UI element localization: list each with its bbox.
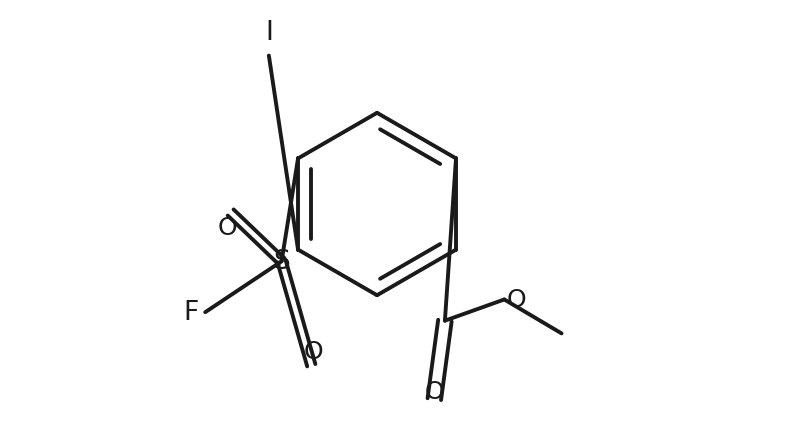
Text: S: S	[273, 249, 290, 275]
Text: O: O	[425, 380, 444, 403]
Text: O: O	[217, 215, 237, 239]
Text: F: F	[184, 299, 199, 325]
Text: I: I	[265, 20, 273, 46]
Text: O: O	[303, 339, 323, 363]
Text: O: O	[507, 288, 526, 312]
